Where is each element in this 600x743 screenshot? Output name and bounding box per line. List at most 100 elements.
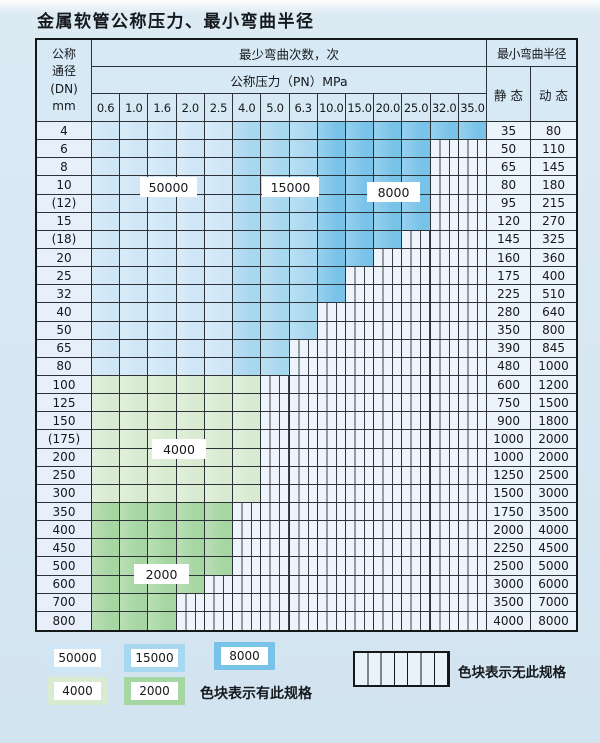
spec-cell [148,339,177,358]
pressure-value-header: 1.0 [120,94,149,122]
no-spec-cell [374,430,403,449]
table-row: 32 225 510 [37,285,577,304]
spec-cell [204,394,234,413]
no-spec-cell [233,575,262,594]
spec-cell [204,122,234,141]
spec-cell [176,394,205,413]
no-spec-cell [402,230,431,249]
table-row: (175) 1000 2000 [37,430,577,449]
no-spec-cell [430,539,459,558]
static-radius-cell: 900 [487,412,532,431]
dynamic-radius-cell: 845 [531,339,577,358]
spec-cell [233,140,262,159]
no-spec-cell [233,521,262,540]
no-spec-cell [402,430,431,449]
spec-cell [289,158,318,177]
dynamic-radius-cell: 325 [531,230,577,249]
spec-cell [317,248,346,268]
dn-cell: 150 [37,412,92,431]
dynamic-radius-cell: 400 [531,267,577,286]
no-spec-cell [289,339,318,358]
spec-cell [204,430,234,449]
spec-cell [176,357,205,376]
spec-cell [233,321,262,340]
no-spec-cell [317,375,346,395]
dynamic-radius-cell: 2500 [531,466,577,485]
dn-cell: 350 [37,502,92,522]
no-spec-cell [176,593,205,612]
spec-cell [204,176,234,195]
spec-cell [289,248,318,268]
dynamic-radius-cell: 800 [531,321,577,340]
static-radius-cell: 600 [487,375,532,395]
dynamic-radius-cell: 1500 [531,394,577,413]
spec-cell [148,539,177,558]
spec-cell [374,230,403,249]
no-spec-cell [430,248,459,268]
spec-cell [204,539,234,558]
no-spec-cell [261,539,290,558]
dynamic-radius-cell: 215 [531,194,577,213]
dynamic-radius-cell: 2000 [531,448,577,467]
static-radius-cell: 350 [487,321,532,340]
spec-cell [317,158,346,177]
pressure-value-header: 35.0 [458,94,488,122]
spec-cell [402,158,431,177]
spec-cell [176,339,205,358]
dn-cell: 600 [37,575,92,594]
no-spec-cell [402,375,431,395]
no-spec-cell [317,357,346,376]
min-bend-radius-header: 最小弯曲半径 [487,40,576,67]
bend-cycles-header-group: 最少弯曲次数，次 公称压力（PN）MPa 0.6 1.0 1.6 2.0 2.5 4.0 5… [92,40,488,122]
table-row: 40 280 640 [37,303,577,322]
no-spec-cell [317,303,346,322]
static-radius-cell: 480 [487,357,532,376]
page-title: 金属软管公称压力、最小弯曲半径 [37,12,315,32]
no-spec-cell [458,539,488,558]
spec-cell [176,267,205,286]
spec-cell [120,140,149,159]
table-row: 4 35 80 [37,122,577,141]
spec-cell [176,122,205,141]
spec-cell [148,466,177,485]
spec-cell [92,248,121,268]
no-spec-cell [317,521,346,540]
table-row: 600 3000 6000 [37,575,577,594]
spec-cell [148,484,177,503]
dynamic-radius-cell: 360 [531,248,577,268]
spec-cell [345,230,375,249]
dn-cell: 700 [37,593,92,612]
no-spec-cell [204,593,234,612]
table-row: 150 900 1800 [37,412,577,431]
no-spec-cell [402,303,431,322]
dynamic-radius-cell: 510 [531,285,577,304]
dynamic-radius-cell: 7000 [531,593,577,612]
spec-cell [120,502,149,522]
no-spec-cell [374,285,403,304]
spec-cell [148,321,177,340]
spec-cell [289,303,318,322]
spec-cell [204,140,234,159]
no-spec-cell [345,394,375,413]
spec-cell [204,484,234,503]
static-radius-cell: 50 [487,140,532,159]
spec-cell [120,194,149,213]
spec-cell [92,484,121,503]
spec-cell [345,212,375,231]
dynamic-radius-cell: 1200 [531,375,577,395]
static-radius-cell: 3500 [487,593,532,612]
region-label-4000: 4000 [152,439,206,459]
no-spec-cell [317,484,346,503]
table-row: (12) 95 215 [37,194,577,213]
spec-cell [289,140,318,159]
static-radius-cell: 390 [487,339,532,358]
spec-cell [148,502,177,522]
no-spec-cell [261,521,290,540]
spec-cell [204,375,234,395]
dynamic-radius-cell: 4500 [531,539,577,558]
legend-has-spec-text: 色块表示有此规格 [200,686,312,702]
legend-block-2000: 2000 [124,677,185,705]
spec-cell [120,321,149,340]
no-spec-cell [204,611,234,630]
no-spec-cell [345,267,375,286]
